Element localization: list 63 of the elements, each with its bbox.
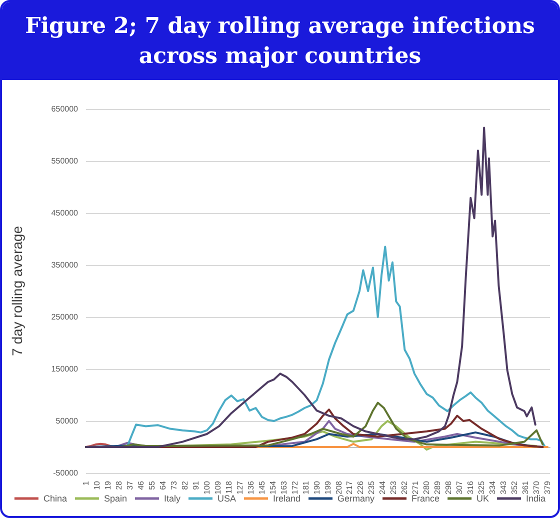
x-tick-label: 271 [411, 480, 420, 494]
legend-label: Italy [164, 494, 181, 504]
x-tick-label: 73 [169, 480, 178, 490]
x-tick-label: 46 [136, 480, 146, 490]
x-tick-label: 307 [455, 480, 464, 494]
x-tick-label: 244 [378, 480, 388, 494]
x-tick-label: 379 [543, 480, 552, 494]
x-tick-label: 370 [532, 480, 542, 494]
y-tick-label: 550000 [51, 156, 79, 166]
x-tick-label: 316 [466, 480, 476, 494]
y-tick-label: 350000 [51, 260, 79, 270]
x-tick-label: 190 [312, 480, 322, 494]
x-tick-label: 253 [389, 480, 398, 494]
y-tick-label: 150000 [51, 364, 79, 374]
x-tick-label: 127 [235, 480, 244, 494]
legend-label: USA [217, 494, 236, 504]
y-tick-label: -50000 [53, 468, 79, 478]
x-tick-label: 217 [345, 480, 354, 494]
x-tick-label: 1 [82, 480, 90, 486]
legend-label: Ireland [272, 494, 301, 504]
x-tick-label: 109 [213, 480, 222, 494]
x-tick-label: 28 [114, 480, 124, 490]
x-tick-label: 235 [367, 480, 376, 494]
x-tick-label: 208 [334, 480, 344, 494]
x-tick-label: 181 [301, 480, 310, 494]
x-tick-label: 64 [158, 480, 168, 490]
x-tick-label: 100 [202, 480, 212, 494]
x-tick-label: 91 [191, 480, 200, 490]
x-tick-label: 289 [433, 480, 442, 494]
x-tick-label: 19 [103, 480, 112, 490]
x-tick-label: 325 [477, 480, 486, 494]
x-tick-label: 163 [279, 480, 288, 494]
y-axis-title: 7 day rolling average [9, 226, 25, 356]
y-tick-label: 250000 [51, 312, 79, 322]
chart-title: Figure 2; 7 day rolling average infections across major countries [2, 2, 558, 80]
x-tick-label: 37 [125, 480, 134, 490]
x-tick-label: 10 [92, 480, 102, 490]
x-tick-label: 136 [246, 480, 256, 494]
x-tick-label: 298 [444, 480, 454, 494]
line-series [85, 126, 536, 448]
x-tick-label: 82 [180, 480, 190, 490]
y-tick-label: 50000 [56, 416, 79, 426]
legend-label: UK [476, 494, 490, 504]
x-tick-label: 334 [488, 480, 498, 494]
x-tick-label: 226 [356, 480, 366, 494]
x-tick-label: 154 [268, 480, 278, 494]
x-tick-label: 343 [499, 480, 508, 494]
x-tick-label: 352 [510, 480, 520, 494]
legend-label: India [526, 494, 546, 504]
legend-label: Spain [104, 494, 127, 504]
x-tick-label: 262 [400, 480, 410, 494]
y-tick-label: 650000 [51, 104, 79, 114]
legend-label: Germany [338, 494, 376, 504]
x-tick-label: 118 [224, 480, 234, 494]
y-tick-label: 450000 [51, 208, 79, 218]
x-tick-label: 361 [521, 480, 530, 494]
x-tick-label: 172 [290, 480, 300, 494]
x-tick-label: 55 [147, 480, 156, 490]
x-tick-label: 280 [422, 480, 432, 494]
legend-label: China [43, 494, 67, 504]
x-tick-label: 199 [323, 480, 332, 494]
x-tick-label: 145 [257, 480, 266, 494]
legend-label: France [412, 494, 440, 504]
